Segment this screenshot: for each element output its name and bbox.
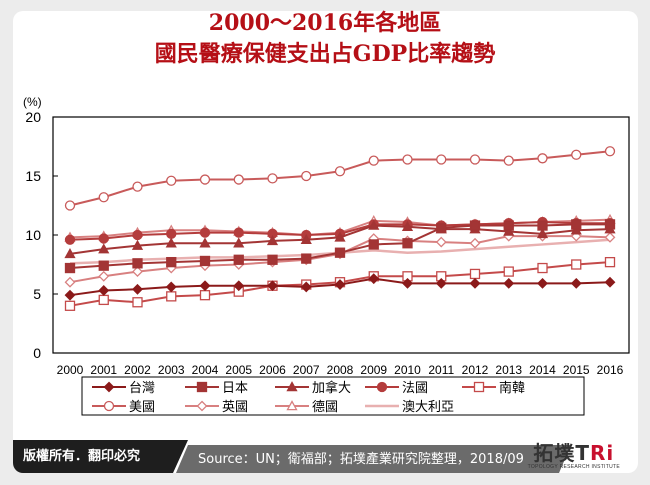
y-axis-unit: (%) — [23, 95, 42, 109]
x-tick-label: 2002 — [124, 363, 151, 377]
x-tick-label: 2013 — [495, 363, 522, 377]
x-tick-label: 2012 — [462, 363, 489, 377]
legend-item: 德國 — [275, 400, 338, 415]
x-tick-label: 2009 — [360, 363, 387, 377]
y-tick-label: 10 — [25, 227, 41, 243]
legend-item: 美國 — [92, 400, 155, 415]
x-tick-label: 2007 — [293, 363, 320, 377]
logo-subtitle: TOPOLOGY RESEARCH INSTITUTE — [527, 464, 620, 470]
x-tick-label: 2000 — [57, 363, 84, 377]
legend-label: 英國 — [222, 400, 248, 415]
legend-label: 美國 — [129, 400, 155, 415]
y-tick-label: 15 — [25, 168, 41, 184]
legend-item: 澳大利亞 — [365, 399, 454, 415]
x-tick-label: 2014 — [529, 363, 556, 377]
x-tick-label: 2005 — [225, 363, 252, 377]
chart-title-line2: 國民醫療保健支出占GDP比率趨勢 — [154, 41, 496, 67]
x-tick-label: 2010 — [394, 363, 421, 377]
x-tick-label: 2003 — [158, 363, 185, 377]
series-日本 — [64, 219, 616, 274]
legend-label: 法國 — [402, 381, 428, 396]
y-tick-label: 20 — [25, 109, 41, 125]
y-tick-label: 0 — [33, 345, 41, 361]
x-tick-label: 2015 — [563, 363, 590, 377]
x-tick-label: 2016 — [597, 363, 624, 377]
copyright-label: 版權所有．翻印必究 — [13, 440, 188, 473]
legend-label: 南韓 — [499, 380, 525, 396]
tri-logo: 拓墣TRi TOPOLOGY RESEARCH INSTITUTE — [528, 442, 620, 470]
legend-label: 台灣 — [129, 381, 155, 396]
series-台灣 — [64, 273, 616, 301]
legend-label: 加拿大 — [312, 380, 351, 396]
legend-item: 台灣 — [92, 381, 155, 396]
legend-item: 法國 — [365, 381, 428, 396]
legend-item: 英國 — [185, 400, 248, 415]
legend-item: 加拿大 — [275, 380, 351, 396]
legend-label: 德國 — [312, 400, 338, 415]
x-tick-label: 2001 — [90, 363, 117, 377]
series-美國 — [64, 146, 616, 211]
x-tick-label: 2008 — [327, 363, 354, 377]
x-tick-label: 2011 — [428, 363, 454, 377]
legend-item: 日本 — [185, 381, 248, 396]
legend-label: 澳大利亞 — [402, 399, 454, 415]
legend-label: 日本 — [222, 381, 248, 396]
legend-item: 南韓 — [462, 380, 525, 396]
chart-title-line1: 2000～2016年各地區 — [208, 10, 442, 36]
source-label: Source：UN；衛福部；拓墣產業研究院整理，2018/09 — [176, 445, 571, 473]
chart-title: 2000～2016年各地區 國民醫療保健支出占GDP比率趨勢 — [0, 8, 650, 70]
x-tick-label: 2004 — [192, 363, 219, 377]
y-tick-label: 5 — [33, 286, 41, 302]
logo-text: 拓墣TRi — [533, 441, 615, 465]
footer: 版權所有．翻印必究 Source：UN；衛福部；拓墣產業研究院整理，2018/0… — [13, 440, 638, 473]
x-tick-label: 2006 — [259, 363, 286, 377]
